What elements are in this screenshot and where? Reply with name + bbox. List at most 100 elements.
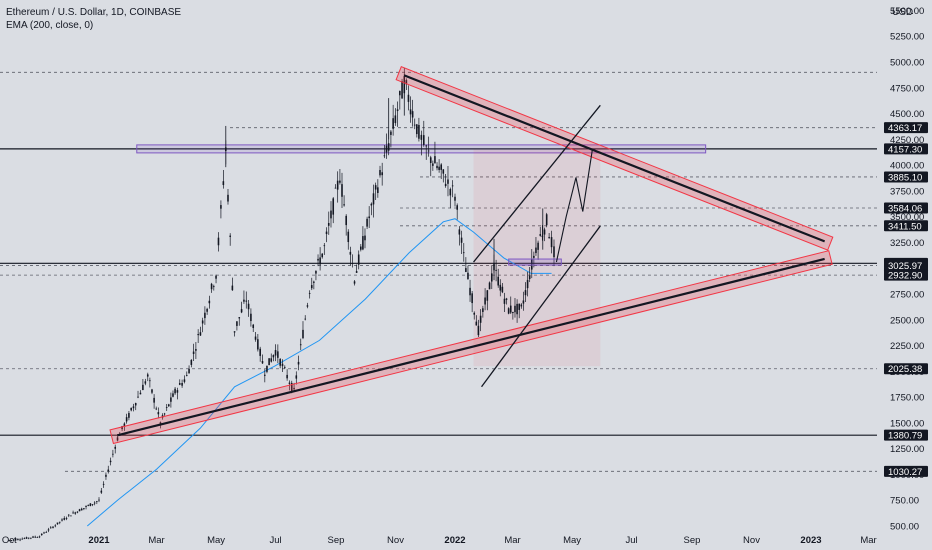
y-tick-label: 750.00 (890, 496, 919, 507)
price-label-box (884, 220, 928, 232)
candle-body (390, 131, 392, 135)
y-tick-label: 2750.00 (890, 290, 924, 301)
candle-body (257, 339, 259, 350)
y-tick-label: 4750.00 (890, 83, 924, 94)
candle-body (272, 355, 275, 358)
candle-body (139, 392, 142, 395)
candle-body (168, 404, 170, 407)
candle-body (422, 135, 425, 145)
candle-body (405, 80, 408, 85)
candle-body (488, 282, 491, 290)
candle-body (116, 437, 119, 441)
candle-body (174, 388, 176, 394)
candle-body (387, 143, 390, 151)
candle-body (368, 216, 370, 219)
candle-body (165, 407, 168, 408)
candle-body (210, 283, 213, 290)
x-tick-label: 2022 (444, 535, 465, 546)
candle-body (192, 351, 195, 354)
y-tick-label: 3250.00 (890, 238, 924, 249)
candle-body (172, 393, 174, 397)
candle-body (36, 537, 39, 538)
candle-body (254, 336, 257, 340)
candle-body (151, 389, 153, 393)
candle-body (321, 253, 324, 258)
candle-body (155, 408, 158, 410)
candle-body (465, 268, 467, 272)
candle-body (495, 269, 497, 271)
candle-body (261, 361, 264, 364)
candle-body (360, 246, 362, 250)
candle-body (528, 275, 531, 280)
candle-body (490, 273, 493, 282)
candle-body (449, 189, 452, 196)
candle-body (105, 474, 107, 477)
candle-body (520, 304, 523, 307)
y-tick-label: 500.00 (890, 522, 919, 533)
candle-body (394, 115, 397, 124)
candle-body (432, 163, 434, 166)
x-tick-label: May (563, 535, 581, 546)
candle-body (204, 312, 206, 319)
candle-body (447, 179, 449, 184)
price-label-text: 2025.38 (888, 364, 922, 375)
candle-body (236, 321, 238, 326)
candle-body (499, 284, 502, 291)
candle-body (266, 365, 268, 372)
candle-body (245, 300, 248, 302)
candle-body (308, 293, 311, 294)
candle-body (442, 169, 445, 174)
candle-body (67, 514, 70, 516)
candle-body (54, 525, 57, 527)
candle-body (19, 539, 21, 541)
y-tick-label: 3500.00 (890, 212, 924, 223)
candle-body (130, 407, 132, 411)
x-tick-label: Sep (684, 535, 701, 546)
candle-body (545, 214, 548, 226)
candle-body (279, 359, 281, 366)
candle-body (45, 532, 48, 533)
channel-upper-line (473, 104, 601, 263)
candle-body (477, 325, 480, 336)
candle-body (222, 181, 225, 186)
candle-body (153, 397, 155, 403)
candle-body (240, 309, 243, 313)
candle-body (121, 426, 123, 430)
candle-body (25, 537, 28, 539)
candle-body (238, 317, 241, 319)
projection-path (555, 148, 594, 263)
candle-body (199, 332, 202, 336)
y-tick-label: 1250.00 (890, 444, 924, 455)
x-tick-label: 2023 (800, 535, 821, 546)
candle-body (89, 503, 92, 507)
candle-body (47, 529, 50, 531)
candle-body (396, 109, 399, 112)
candle-body (247, 303, 250, 310)
candle-body (109, 460, 112, 463)
candle-body (327, 223, 330, 226)
candle-body (132, 406, 135, 409)
candle-body (65, 518, 68, 520)
candle-body (52, 526, 54, 528)
candle-body (83, 508, 85, 509)
candle-body (14, 539, 17, 541)
chart-legend: Ethereum / U.S. Dollar, 1D, COINBASE EMA… (6, 6, 181, 32)
candle-body (149, 380, 151, 382)
price-label-box (884, 171, 928, 183)
candle-body (533, 255, 535, 258)
candle-body (425, 145, 428, 147)
candle-body (514, 305, 516, 313)
candle-body (451, 185, 454, 187)
candle-body (17, 538, 19, 540)
y-tick-label: 1750.00 (890, 393, 924, 404)
triangle-lower-line (117, 257, 825, 437)
x-tick-label: Mar (148, 535, 164, 546)
candle-body (206, 308, 208, 312)
candle-body (401, 81, 403, 99)
candle-body (518, 303, 521, 310)
candle-body (366, 218, 368, 227)
candle-body (40, 533, 43, 536)
price-label-box (884, 202, 928, 214)
candle-body (444, 183, 447, 187)
